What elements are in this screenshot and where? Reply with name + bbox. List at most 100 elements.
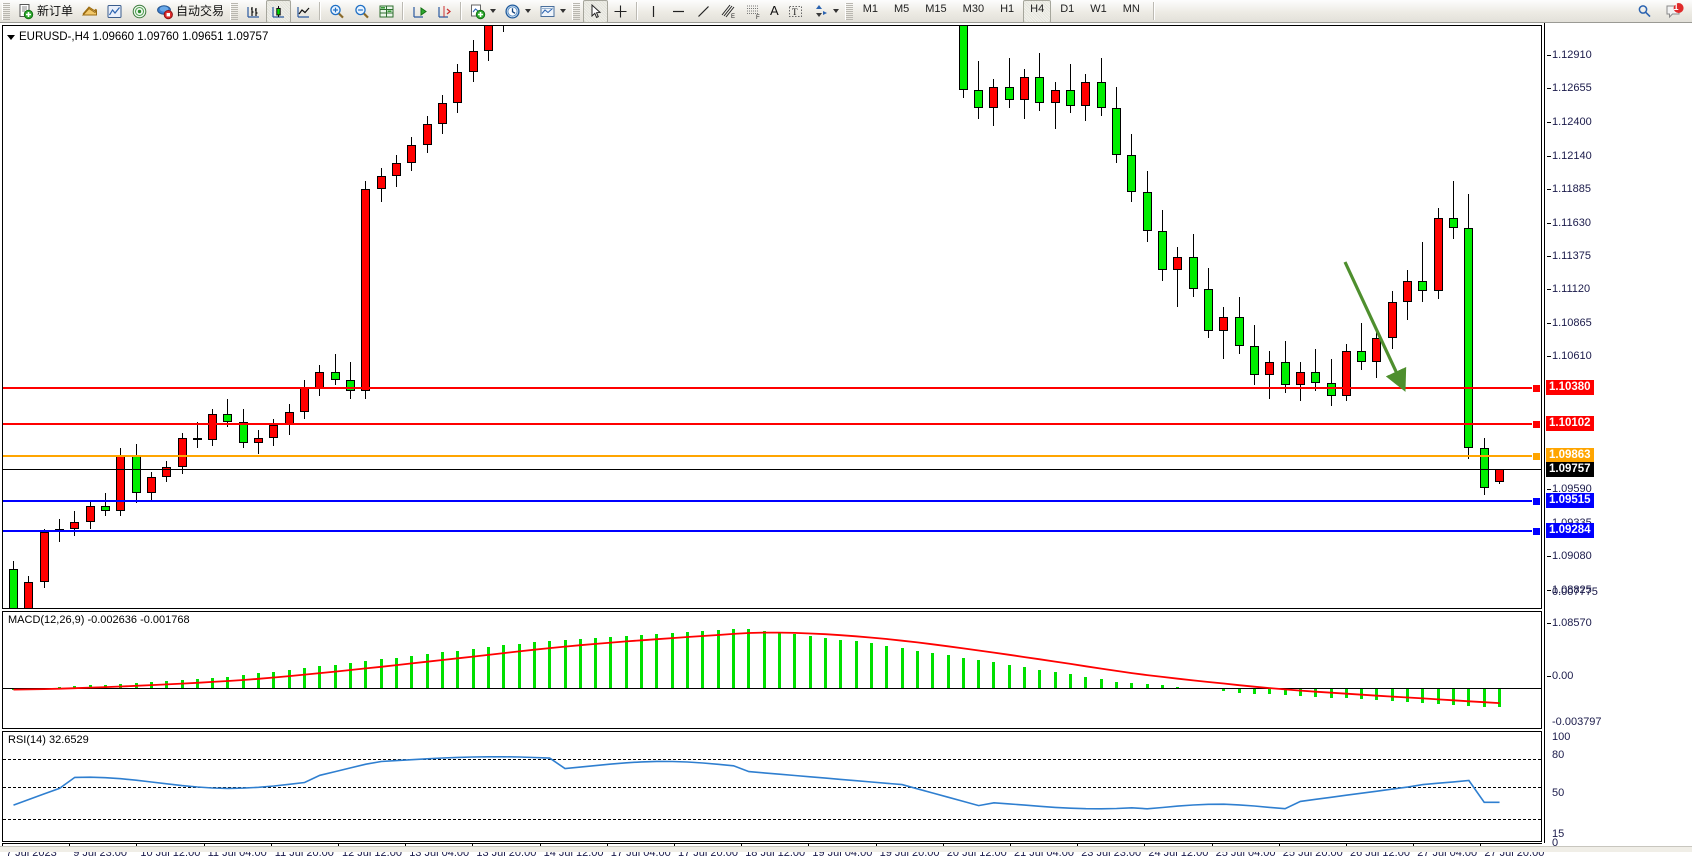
candle-body xyxy=(1096,81,1106,109)
macd-histogram-bar xyxy=(517,643,521,688)
candlestick-chart-icon xyxy=(270,3,287,20)
macd-histogram-bar xyxy=(1053,672,1057,688)
price-scale[interactable]: 1.12910 1.12655 1.12400 1.12140 1.11885 1.116… xyxy=(1544,23,1692,851)
chart-symbol-label[interactable]: EURUSD-,H4 1.09660 1.09760 1.09651 1.097… xyxy=(5,31,268,43)
level-handle-1.10102[interactable] xyxy=(1532,420,1541,430)
chevron-down-icon-2[interactable] xyxy=(525,9,532,13)
period-button[interactable] xyxy=(500,0,535,23)
toolbar-grip-4[interactable] xyxy=(844,2,853,20)
autotrading-button[interactable]: 自动交易 xyxy=(152,0,228,23)
macd-histogram-bar xyxy=(609,636,613,688)
market-watch-button[interactable] xyxy=(127,0,152,23)
bar-chart-button[interactable] xyxy=(241,0,266,23)
candle-body xyxy=(1203,288,1213,331)
chevron-down-icon-4[interactable] xyxy=(832,9,839,13)
vertical-line-button[interactable] xyxy=(641,0,666,23)
horizontal-line-button[interactable] xyxy=(666,0,691,23)
cursor-button[interactable] xyxy=(583,0,609,23)
chart-dropdown-icon[interactable] xyxy=(7,34,15,40)
templates-button[interactable] xyxy=(535,0,570,23)
toolbar-grip[interactable] xyxy=(2,2,10,20)
level-handle-1.10380[interactable] xyxy=(1532,384,1541,394)
timeframe-d1-button[interactable]: D1 xyxy=(1060,2,1075,15)
toolbar-grip-2[interactable] xyxy=(230,2,239,20)
level-line-1.09284[interactable] xyxy=(3,530,1541,533)
level-line-1.09757[interactable] xyxy=(3,468,1541,470)
macd-histogram-bar xyxy=(1375,688,1379,700)
resistance-tag-1[interactable]: 1.10380 xyxy=(1546,380,1594,396)
toolbar-grip-3[interactable] xyxy=(572,2,581,20)
price-pane[interactable]: EURUSD-,H4 1.09660 1.09760 1.09651 1.097… xyxy=(2,25,1542,609)
candle-body xyxy=(1249,346,1259,375)
candle-body xyxy=(1495,469,1505,483)
timeframe-w1-button[interactable]: W1 xyxy=(1090,2,1107,15)
candlestick-chart-button[interactable] xyxy=(266,0,292,23)
line-chart-button[interactable] xyxy=(291,0,316,23)
candle-body xyxy=(238,422,248,444)
notification-icon xyxy=(1665,2,1684,20)
fibonacci-button[interactable]: F xyxy=(741,0,766,23)
indicators-button[interactable] xyxy=(77,0,102,23)
level-handle-1.09284[interactable] xyxy=(1532,527,1541,537)
text-button[interactable]: A xyxy=(766,0,783,23)
macd-histogram-bar xyxy=(885,645,889,688)
timeframe-h1-button[interactable]: H1 xyxy=(1000,2,1015,15)
zoom-in-button[interactable] xyxy=(324,0,349,23)
timeframe-m30-button[interactable]: M30 xyxy=(962,2,985,15)
candle-body xyxy=(39,531,49,582)
level-line-1.09863[interactable] xyxy=(3,454,1541,457)
candle-body xyxy=(1142,191,1152,232)
resistance-tag-2[interactable]: 1.10102 xyxy=(1546,416,1594,432)
chevron-down-icon[interactable] xyxy=(490,9,497,13)
macd-zero-line xyxy=(3,688,1541,689)
new-order-button[interactable]: 新订单 xyxy=(13,0,77,23)
level-handle-1.09863[interactable] xyxy=(1532,451,1541,461)
level-line-1.10102[interactable] xyxy=(3,423,1541,426)
terminal-button[interactable] xyxy=(102,0,127,23)
timeframe-mn-button[interactable]: MN xyxy=(1122,2,1140,15)
level-handle-1.09515[interactable] xyxy=(1532,497,1541,507)
auto-scroll-button[interactable] xyxy=(407,0,432,23)
bearish-arrow-annotation[interactable] xyxy=(1341,256,1461,406)
arrows-button[interactable] xyxy=(808,0,843,23)
crosshair-button[interactable] xyxy=(608,0,633,23)
zoom-out-button[interactable] xyxy=(349,0,374,23)
macd-pane[interactable]: MACD(12,26,9) -0.002636 -0.001768 xyxy=(2,611,1542,729)
chart-shift-button[interactable] xyxy=(432,0,457,23)
timeframe-m15-button[interactable]: M15 xyxy=(925,2,947,15)
macd-histogram-bar xyxy=(701,631,705,688)
candle-wick xyxy=(1315,348,1317,391)
macd-histogram-bar xyxy=(946,655,950,688)
level-line-1.09515[interactable] xyxy=(3,500,1541,503)
search-button[interactable] xyxy=(1632,0,1657,23)
price-tick: 1.11120 xyxy=(1546,283,1591,296)
candle-wick xyxy=(1070,63,1072,114)
macd-histogram-bar xyxy=(1283,688,1287,696)
price-tick: 1.09080 xyxy=(1547,550,1592,563)
rsi-pane[interactable]: RSI(14) 32.6529 xyxy=(2,731,1542,842)
equidistant-channel-button[interactable]: E xyxy=(716,0,741,23)
current-price-tag[interactable]: 1.09757 xyxy=(1546,461,1594,477)
trendline-button[interactable] xyxy=(691,0,716,23)
macd-histogram-bar xyxy=(1406,688,1410,702)
data-window-button[interactable] xyxy=(374,0,399,23)
chevron-down-icon-3[interactable] xyxy=(560,9,567,13)
timeframe-m1-button[interactable]: M1 xyxy=(862,2,878,15)
chart-workspace[interactable]: EURUSD-,H4 1.09660 1.09760 1.09651 1.097… xyxy=(0,23,1692,859)
trendline-icon xyxy=(695,3,712,20)
candle-wick xyxy=(104,492,106,517)
price-tick: 1.10610 xyxy=(1547,350,1592,362)
macd-histogram-bar xyxy=(1482,688,1486,707)
pending-order-tag[interactable]: 1.09863 xyxy=(1546,447,1594,463)
support-tag-1[interactable]: 1.09515 xyxy=(1546,493,1594,509)
level-line-1.10380[interactable] xyxy=(3,387,1541,390)
notification-button[interactable]: 1 xyxy=(1661,0,1686,23)
timeframe-h4-button[interactable]: H4 xyxy=(1023,0,1052,23)
add-indicator-button[interactable] xyxy=(465,0,500,23)
support-tag-2[interactable]: 1.09284 xyxy=(1546,523,1594,539)
new-order-label: 新订单 xyxy=(37,4,74,18)
autotrading-icon xyxy=(156,3,173,20)
text-label-button[interactable]: T xyxy=(783,0,808,23)
timeframe-m5-button[interactable]: M5 xyxy=(893,2,910,15)
macd-histogram-bar xyxy=(915,650,919,688)
